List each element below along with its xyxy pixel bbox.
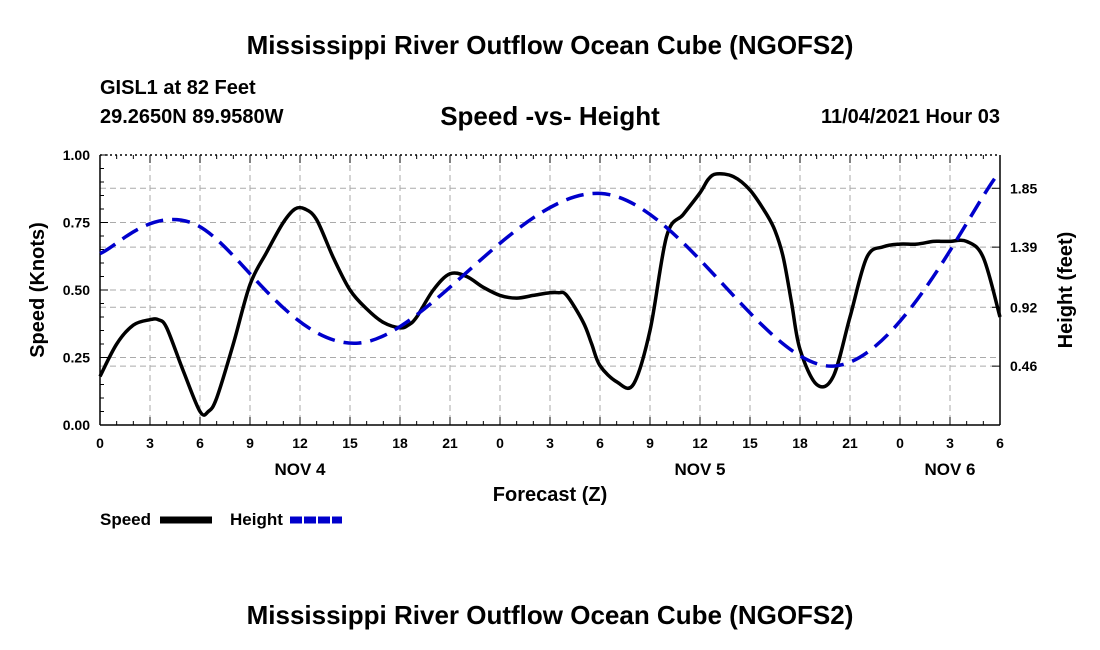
- x-tick-label: 6: [996, 435, 1004, 451]
- forecast-datetime: 11/04/2021 Hour 03: [820, 106, 1000, 128]
- y2-tick-label: 1.39: [1010, 239, 1037, 255]
- x-tick-label: 6: [196, 435, 204, 451]
- y-tick-label: 1.00: [63, 147, 90, 163]
- y-tick-label: 0.00: [63, 417, 90, 433]
- axes: 0 3 6 9 12 15 18 21 0 3 6 9 12 15 18 21 0 3 6 NOV 4 NOV 5 NOV…: [63, 147, 1038, 479]
- x-axis-title: Forecast (Z): [493, 484, 607, 506]
- x-tick-label: 3: [946, 435, 954, 451]
- x-tick-label: 0: [896, 435, 904, 451]
- x-tick-label: 15: [342, 435, 358, 451]
- x-tick-label: 3: [546, 435, 554, 451]
- x-tick-label: 18: [792, 435, 808, 451]
- axis-labels: Forecast (Z) Speed (Knots) Height (feet): [27, 222, 1077, 506]
- x-tick-label: 9: [246, 435, 254, 451]
- chart-subtitle: Speed -vs- Height: [440, 101, 660, 131]
- date-label: NOV 4: [274, 460, 326, 479]
- legend-label-speed: Speed: [100, 510, 151, 529]
- x-tick-label: 0: [496, 435, 504, 451]
- x-tick-label: 15: [742, 435, 758, 451]
- footer-title: Mississippi River Outflow Ocean Cube (NG…: [246, 600, 854, 630]
- legend: Speed Height: [100, 510, 342, 529]
- station-label: GISL1 at 82 Feet: [100, 77, 256, 99]
- x-tick-label: 12: [692, 435, 708, 451]
- legend-label-height: Height: [230, 510, 283, 529]
- y-tick-label: 0.25: [63, 350, 90, 366]
- x-tick-label: 21: [842, 435, 858, 451]
- y-tick-label: 0.50: [63, 282, 90, 298]
- y2-axis-title: Height (feet): [1055, 232, 1077, 349]
- date-label: NOV 5: [674, 460, 725, 479]
- x-tick-label: 21: [442, 435, 458, 451]
- x-tick-label: 3: [146, 435, 154, 451]
- y-axis-title: Speed (Knots): [27, 222, 49, 358]
- grid-lines: [100, 155, 1000, 425]
- x-tick-label: 18: [392, 435, 408, 451]
- station-coordinates: 29.2650N 89.9580W: [100, 106, 284, 128]
- series-lines: [98, 170, 1002, 417]
- y-tick-label: 0.75: [63, 215, 90, 231]
- series-line-height: [99, 170, 1002, 368]
- x-tick-label: 9: [646, 435, 654, 451]
- x-tick-label: 0: [96, 435, 104, 451]
- x-tick-label: 6: [596, 435, 604, 451]
- date-label: NOV 6: [924, 460, 975, 479]
- main-title: Mississippi River Outflow Ocean Cube (NG…: [246, 30, 854, 60]
- y2-tick-label: 0.46: [1010, 358, 1037, 374]
- x-tick-label: 12: [292, 435, 308, 451]
- y2-tick-label: 1.85: [1010, 180, 1037, 196]
- y2-tick-label: 0.92: [1010, 299, 1037, 315]
